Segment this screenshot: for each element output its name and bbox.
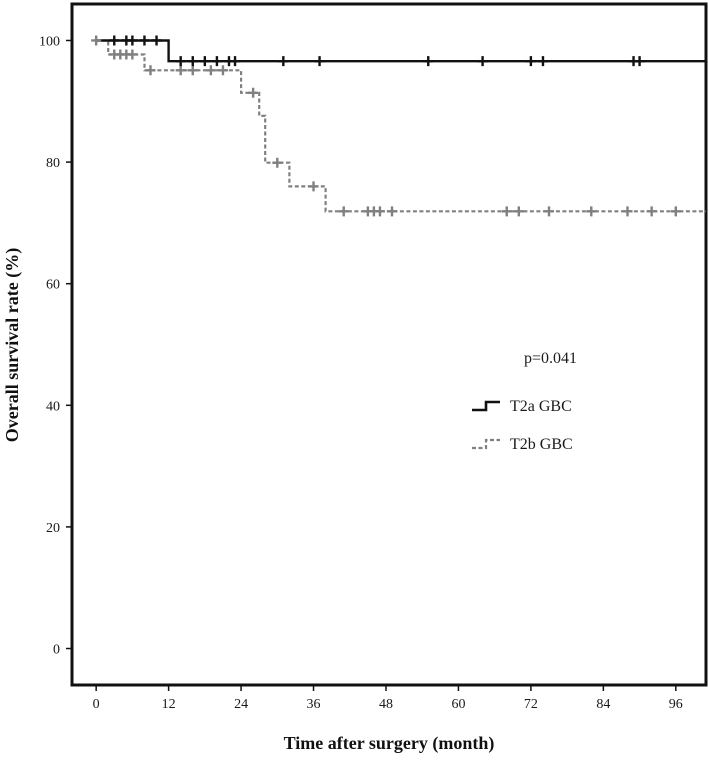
t2b-censor-mark — [544, 206, 555, 217]
t2a-censor-mark — [477, 56, 488, 67]
t2b-censor-mark — [91, 35, 102, 46]
t2b-censor-mark — [175, 65, 186, 76]
t2a-censor-mark — [314, 56, 325, 67]
t2a-legend-label: T2a GBC — [510, 398, 572, 415]
y-tick-label: 40 — [46, 399, 60, 414]
censor-marks — [91, 35, 681, 217]
x-axis-title: Time after surgery (month) — [284, 733, 495, 754]
t2a-censor-mark — [211, 56, 222, 67]
t2b-censor-mark — [308, 181, 319, 192]
t2b-censor-mark — [187, 65, 198, 76]
x-tick-label: 84 — [596, 697, 610, 712]
t2b-censor-mark — [217, 65, 228, 76]
x-tick-label: 96 — [669, 697, 683, 712]
p-value-annotation: p=0.041 — [524, 350, 577, 367]
t2a-censor-mark — [525, 56, 536, 67]
t2b-censor-mark — [670, 206, 681, 217]
y-tick-label: 60 — [46, 278, 60, 293]
t2b-censor-mark — [622, 206, 633, 217]
t2b-censor-mark — [127, 49, 138, 60]
t2a-censor-mark — [423, 56, 434, 67]
t2a-censor-mark — [151, 35, 162, 46]
t2a-censor-mark — [278, 56, 289, 67]
t2b-censor-mark — [145, 65, 156, 76]
x-tick-label: 12 — [162, 697, 176, 712]
t2a-censor-mark — [187, 56, 198, 67]
t2b-censor-mark — [374, 206, 385, 217]
t2a-censor-mark — [127, 35, 138, 46]
t2a-censor-mark — [634, 56, 645, 67]
t2b-censor-mark — [646, 206, 657, 217]
t2a-censor-mark — [139, 35, 150, 46]
t2b-censor-mark — [387, 206, 398, 217]
t2b-censor-mark — [513, 206, 524, 217]
t2a-censor-mark — [109, 35, 120, 46]
y-tick-label: 80 — [46, 156, 60, 171]
t2b-censor-mark — [501, 206, 512, 217]
t2a-legend-swatch — [472, 400, 500, 412]
x-tick-label: 24 — [234, 697, 248, 712]
x-axis-ticks: 0 12 24 36 48 60 72 84 96 — [93, 685, 683, 712]
t2a-censor-mark — [230, 56, 241, 67]
x-tick-label: 72 — [524, 697, 538, 712]
t2b-censor-mark — [272, 157, 283, 168]
y-axis-title: Overall survival rate (%) — [2, 248, 23, 442]
y-tick-label: 20 — [46, 521, 60, 536]
x-tick-label: 36 — [307, 697, 321, 712]
t2b-legend-label: T2b GBC — [510, 436, 573, 453]
plot-frame — [70, 2, 708, 687]
t2a-censor-mark — [175, 56, 186, 67]
t2b-censor-mark — [338, 206, 349, 217]
x-tick-label: 48 — [379, 697, 393, 712]
t2b-censor-mark — [586, 206, 597, 217]
t2b-censor-mark — [248, 87, 259, 98]
y-tick-label: 100 — [39, 34, 60, 49]
t2a-censor-mark — [537, 56, 548, 67]
x-tick-label: 60 — [451, 697, 465, 712]
y-axis-ticks: 0 20 40 60 80 100 — [39, 34, 72, 658]
y-tick-label: 0 — [53, 643, 60, 658]
x-tick-label: 0 — [93, 697, 100, 712]
t2b-censor-mark — [205, 65, 216, 76]
t2b-legend-swatch — [472, 438, 500, 450]
legend: T2a GBC T2b GBC — [472, 398, 573, 453]
t2a-censor-mark — [199, 56, 210, 67]
